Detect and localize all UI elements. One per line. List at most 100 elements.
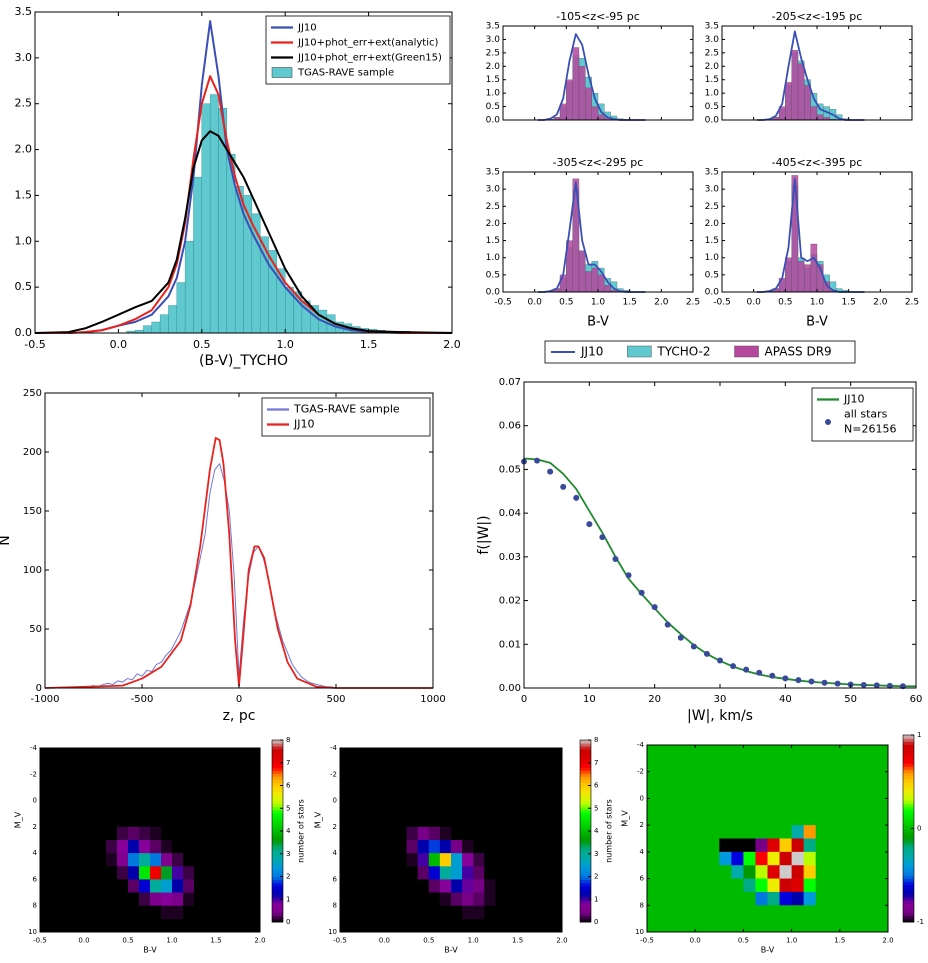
heatmap-cell — [484, 826, 496, 841]
y-axis-label: M_V — [14, 811, 23, 828]
colorbar-segment — [272, 764, 283, 768]
x-tick-label: 60 — [910, 694, 923, 705]
colorbar-segment — [580, 746, 591, 750]
histogram-bar — [797, 260, 805, 293]
heatmap-cell — [719, 811, 732, 826]
y-tick-label: 3.5 — [705, 168, 719, 178]
heatmap-cell — [495, 840, 507, 854]
heatmap-cell — [428, 840, 441, 854]
heatmap-cell — [406, 879, 419, 893]
x-tick-label: 0.5 — [122, 936, 133, 944]
heatmap-cell — [815, 851, 829, 866]
colorbar-segment — [903, 756, 914, 761]
colorbar-segment — [903, 778, 914, 783]
histogram-bar — [591, 106, 599, 121]
colorbar-segment — [580, 824, 591, 829]
heatmap-cell — [106, 813, 118, 828]
heatmap-cell — [743, 811, 756, 826]
heatmap-cell — [128, 879, 140, 893]
heatmap-cell — [779, 811, 792, 826]
heatmap-cell — [743, 878, 756, 893]
heatmap-cell — [172, 853, 184, 867]
x-tick-label: 1.0 — [786, 936, 797, 944]
colorbar-segment — [903, 893, 914, 898]
heatmap-cell — [205, 813, 217, 828]
colorbar-segment — [580, 891, 591, 896]
heatmap-cell — [767, 851, 780, 866]
histogram-bar — [585, 87, 592, 121]
colorbar-label: number of stars — [297, 799, 306, 863]
x-tick-label: -0.5 — [640, 936, 654, 944]
heatmap-cell — [803, 905, 817, 920]
heatmap-cell — [117, 813, 129, 828]
data-point — [873, 682, 880, 689]
colorbar-segment — [903, 819, 914, 823]
heatmap-cell — [417, 853, 430, 867]
y-tick-label: 4 — [33, 849, 38, 857]
panel-title: -305<z<-295 pc — [553, 156, 644, 169]
heatmap-cell — [139, 813, 151, 828]
y-tick-label: 150 — [23, 506, 42, 517]
colorbar-tick-label: 1 — [286, 895, 290, 903]
colorbar-tick-label: 0 — [286, 918, 290, 926]
colorbar-segment — [903, 862, 914, 867]
data-point — [717, 657, 723, 664]
colorbar-segment — [272, 894, 283, 899]
heatmap-cell — [451, 879, 463, 893]
heatmap-cell — [779, 851, 792, 866]
y-tick-label: 2.5 — [705, 48, 719, 58]
x-tick-label: 1.5 — [512, 936, 523, 944]
colorbar-segment — [272, 876, 283, 881]
data-point — [690, 643, 697, 650]
legend-label: APASS DR9 — [765, 345, 832, 359]
data-point — [560, 483, 567, 490]
heatmap-cell — [462, 892, 474, 907]
colorbar-segment — [903, 741, 914, 745]
heatmap-cell — [719, 891, 732, 906]
heatmap-cell — [707, 851, 720, 866]
heatmap-cell — [428, 826, 441, 841]
colorbar-tick-label: -1 — [917, 918, 924, 926]
colorbar-segment — [903, 844, 914, 848]
heatmap-cell — [384, 813, 396, 828]
heatmap-cell — [84, 905, 96, 920]
y-tick-label: 1.0 — [486, 253, 501, 263]
y-tick-label: 3.5 — [486, 22, 500, 32]
histogram-bar — [604, 284, 611, 293]
data-point — [769, 672, 776, 679]
heatmap-cell — [117, 826, 129, 841]
heatmap-cell — [719, 825, 732, 839]
colorbar-segment — [580, 773, 591, 777]
data-point — [756, 669, 763, 676]
heatmap-cell — [827, 825, 841, 839]
heatmap-cell — [484, 892, 496, 907]
x-tick-label: 0.5 — [778, 298, 792, 308]
heatmap-cell — [451, 840, 463, 854]
colorbar-tick-label: 8 — [594, 736, 598, 744]
colorbar-segment — [272, 912, 283, 917]
y-tick-label: 3.0 — [486, 35, 501, 45]
heatmap-cell — [95, 892, 107, 907]
heatmap-cell — [161, 866, 173, 880]
heatmap-cell — [84, 813, 96, 828]
heatmap-cell — [484, 813, 496, 828]
colorbar-segment — [272, 803, 283, 808]
heatmap-cell — [827, 838, 841, 853]
colorbar-segment — [580, 764, 591, 768]
x-tick-label: 2.5 — [686, 298, 700, 308]
colorbar-segment — [903, 897, 914, 901]
y-tick-label: 1.5 — [486, 236, 500, 246]
heatmap-cell — [172, 826, 184, 841]
heatmap-cell — [95, 826, 107, 841]
colorbar-segment — [272, 870, 283, 874]
heatmap-cell — [495, 905, 507, 920]
heatmap-cell — [139, 853, 151, 867]
x-tick-label: 2.0 — [556, 936, 567, 944]
y-tick-label: 3.0 — [15, 51, 33, 64]
y-tick-label: 0.01 — [499, 639, 521, 650]
colorbar-segment — [272, 758, 283, 762]
colorbar-segment — [580, 858, 591, 862]
y-tick-label: -2 — [30, 770, 37, 778]
y-tick-label: 3.0 — [705, 185, 720, 195]
x-tick-label: 2.0 — [443, 338, 461, 351]
